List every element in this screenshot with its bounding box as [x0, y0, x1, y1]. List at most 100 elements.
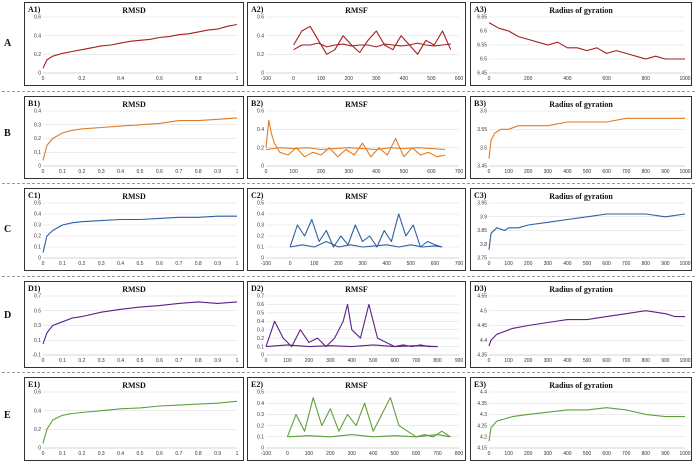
x-tick-label: 1	[236, 261, 239, 267]
x-tick-label: 300	[544, 169, 553, 175]
y-tick-label: 3.8	[480, 242, 487, 248]
y-tick-label: 0.3	[257, 412, 264, 418]
y-tick-label: 0.3	[34, 122, 41, 128]
chart-panel-d1: D1) RMSD -0.1 0.1 0.3 0.5 0.7 0 0.1 0.2 0.3 0.4 0.5 0…	[24, 281, 244, 368]
x-tick-label: 500	[583, 261, 592, 267]
y-tick-label: 0.2	[257, 52, 264, 58]
x-tick-label: 0	[488, 261, 491, 267]
series-line-2	[265, 344, 438, 348]
y-tick-label: 6.55	[477, 43, 487, 49]
series-line-1	[488, 117, 685, 159]
series-line-1	[265, 119, 446, 158]
x-tick-label: 800	[642, 451, 651, 457]
chart-panel-e2: E2) RMSF 0 0.1 0.2 0.3 0.4 0.5 -100 0 100 200 300 400…	[247, 377, 466, 461]
y-tick-label: 4.35	[477, 353, 487, 359]
x-tick-label: 0.6	[156, 169, 163, 175]
y-tick-label: 0	[261, 164, 264, 170]
chart-title: RMSF	[345, 381, 368, 390]
y-tick-label: 0.6	[34, 15, 41, 21]
y-tick-label: 4.45	[477, 323, 487, 329]
y-tick-label: 0	[38, 446, 41, 452]
chart-plot-c3: 3.75 3.8 3.85 3.9 3.95 0 100 200 300 400 500 600 700…	[477, 201, 691, 267]
y-tick-label: 0.1	[34, 338, 41, 344]
x-tick-label: 300	[544, 358, 553, 364]
series-line-2	[287, 434, 451, 438]
panel-label: C3)	[474, 191, 487, 200]
panel-label: D3)	[474, 284, 487, 293]
panel-label: E1)	[28, 380, 40, 389]
x-tick-label: 0	[488, 76, 491, 82]
x-tick-label: 1	[236, 358, 239, 364]
x-tick-label: 500	[390, 451, 399, 457]
x-tick-label: 800	[642, 76, 651, 82]
x-tick-label: 0	[286, 451, 289, 457]
panel-label: A1)	[28, 5, 41, 14]
x-tick-label: 400	[382, 261, 391, 267]
x-tick-label: 800	[642, 358, 651, 364]
y-tick-label: 3.45	[477, 164, 487, 170]
x-tick-label: 0.6	[156, 261, 163, 267]
y-tick-label: 0.2	[34, 234, 41, 240]
y-tick-label: 3.95	[477, 201, 487, 207]
y-tick-label: 0.5	[257, 390, 264, 396]
x-tick-label: 600	[602, 169, 611, 175]
x-tick-label: 200	[524, 261, 533, 267]
series-line-1	[488, 213, 686, 250]
chart-title: RMSD	[122, 381, 146, 390]
x-tick-label: 0.2	[78, 261, 85, 267]
panel-label: E2)	[251, 380, 263, 389]
x-tick-label: 500	[427, 76, 436, 82]
y-tick-label: 0.3	[257, 327, 264, 333]
y-tick-label: 0.4	[34, 212, 41, 218]
x-tick-label: 0.8	[195, 358, 202, 364]
x-tick-label: 0.3	[98, 169, 105, 175]
y-tick-label: 0.2	[257, 234, 264, 240]
x-tick-label: 0	[292, 76, 295, 82]
y-tick-label: 4.3	[480, 412, 487, 418]
chart-plot-d2: 0 0.1 0.2 0.3 0.4 0.5 0.6 0.7 0 100 200 300 400 500 60…	[257, 294, 463, 364]
y-tick-label: 3.5	[480, 145, 487, 151]
series-line-1	[42, 23, 238, 69]
x-tick-label: 0.1	[59, 169, 66, 175]
x-tick-label: 0.4	[117, 451, 124, 457]
x-tick-label: 0.7	[175, 451, 182, 457]
x-tick-label: 700	[455, 169, 464, 175]
y-tick-label: 4.2	[480, 435, 487, 441]
chart-plot-a2: 00.20.40.6-100 0 100 200 300 400 500 600	[257, 15, 463, 82]
x-tick-label: 0.5	[137, 169, 144, 175]
y-tick-label: 0.1	[34, 245, 41, 251]
y-tick-label: 4.55	[477, 294, 487, 300]
x-tick-label: 600	[602, 76, 611, 82]
y-tick-label: 0.4	[34, 408, 41, 414]
x-tick-label: 100	[289, 169, 298, 175]
panel-label: E3)	[474, 380, 486, 389]
y-tick-label: 3.55	[477, 127, 487, 133]
y-tick-label: 0	[38, 256, 41, 262]
y-tick-label: 0	[261, 353, 264, 359]
series-line-1	[293, 25, 452, 55]
y-tick-label: 0.2	[34, 427, 41, 433]
panel-label: D2)	[251, 284, 264, 293]
y-tick-label: 0	[261, 71, 264, 77]
x-tick-label: 0.4	[117, 358, 124, 364]
chart-title: RMSF	[345, 192, 368, 201]
x-tick-label: 1000	[679, 76, 690, 82]
y-tick-label: 0.4	[34, 33, 41, 39]
x-tick-label: 500	[583, 358, 592, 364]
y-tick-label: 0.2	[257, 336, 264, 342]
series-line-1	[265, 303, 438, 348]
x-tick-label: -100	[261, 76, 271, 82]
x-tick-label: 400	[369, 451, 378, 457]
x-tick-label: 100	[283, 358, 292, 364]
x-tick-label: 900	[661, 358, 670, 364]
y-tick-label: 0.5	[257, 311, 264, 317]
x-tick-label: 0	[289, 261, 292, 267]
x-tick-label: 500	[583, 169, 592, 175]
y-tick-label: 0.4	[257, 33, 264, 39]
panel-label: C2)	[251, 191, 264, 200]
x-tick-label: 0.3	[98, 358, 105, 364]
y-tick-label: 4.25	[477, 423, 487, 429]
x-tick-label: 400	[348, 358, 357, 364]
series-line-1	[488, 407, 685, 442]
